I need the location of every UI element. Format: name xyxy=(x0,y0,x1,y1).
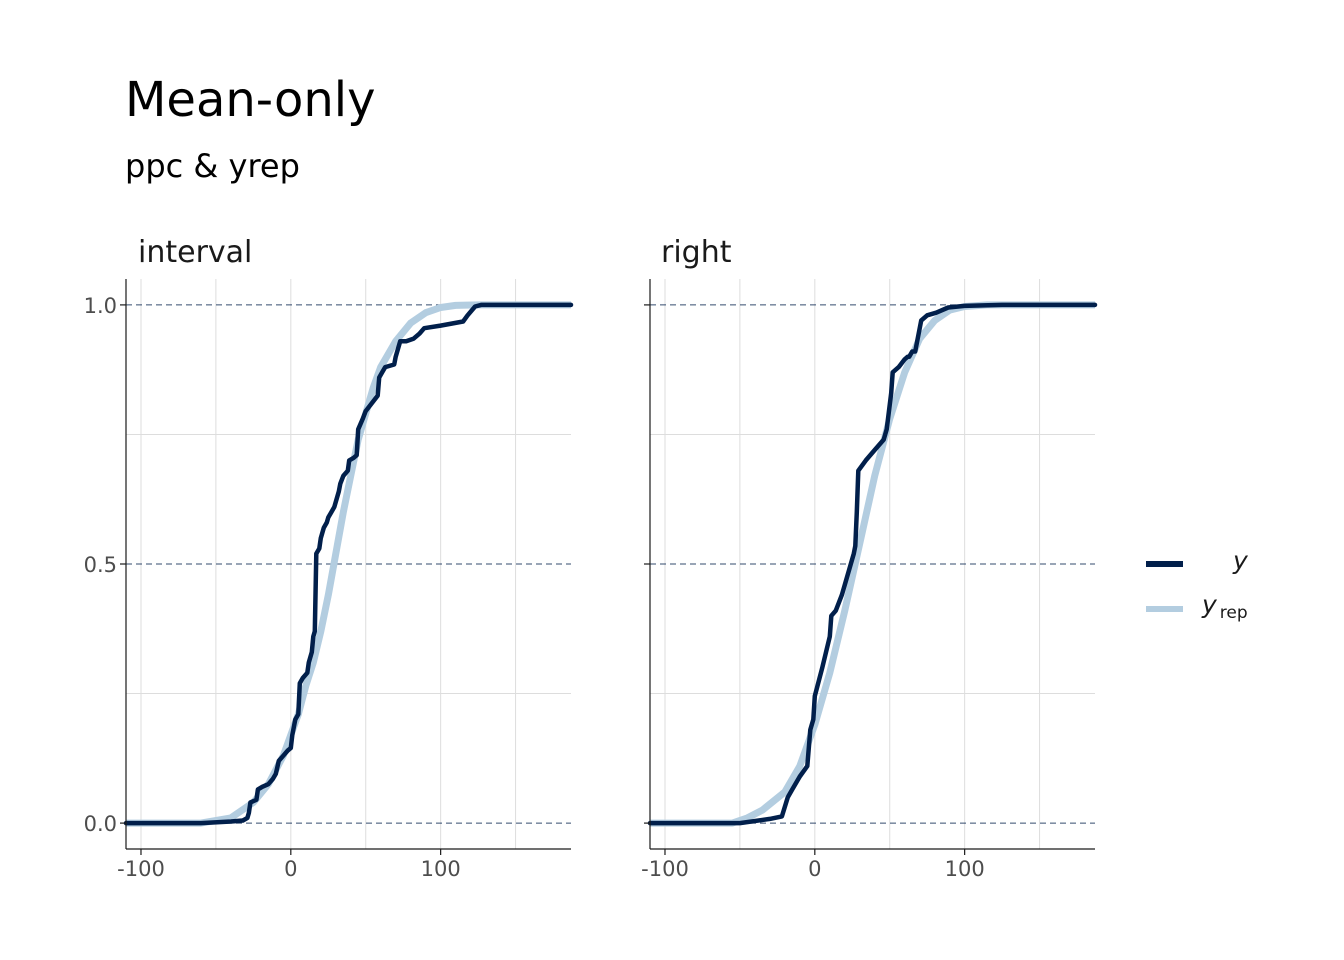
legend-label-yrep: y rep xyxy=(1201,590,1248,623)
legend-label-y: y xyxy=(1232,546,1249,575)
x-tick-label: -100 xyxy=(117,857,165,881)
panel-right: right -100 0 100 xyxy=(641,235,1098,881)
y-tick-label: 1.0 xyxy=(84,294,117,318)
x-tick-label: 100 xyxy=(421,857,461,881)
x-tick-label: 100 xyxy=(945,857,985,881)
legend-label-yrep-main: y xyxy=(1201,590,1218,619)
chart-subtitle: ppc & yrep xyxy=(125,147,300,185)
panel-strip-label: right xyxy=(661,235,732,270)
legend: y y rep xyxy=(1146,546,1249,623)
series-line-y xyxy=(123,302,574,826)
y-tick-label: 0.5 xyxy=(84,553,117,577)
series-line-yrep xyxy=(650,301,1095,827)
y-tick-label: 0.0 xyxy=(84,812,117,836)
legend-label-yrep-subscript: rep xyxy=(1220,603,1248,623)
series-line-y xyxy=(647,302,1098,826)
x-tick-label: 0 xyxy=(808,857,821,881)
chart-title: Mean-only xyxy=(125,72,376,128)
panel-interval: interval -100 0 100 0.0 0.5 1.0 xyxy=(84,235,574,881)
x-tick-label: 0 xyxy=(284,857,297,881)
panel-strip-label: interval xyxy=(138,235,252,270)
x-tick-label: -100 xyxy=(641,857,689,881)
